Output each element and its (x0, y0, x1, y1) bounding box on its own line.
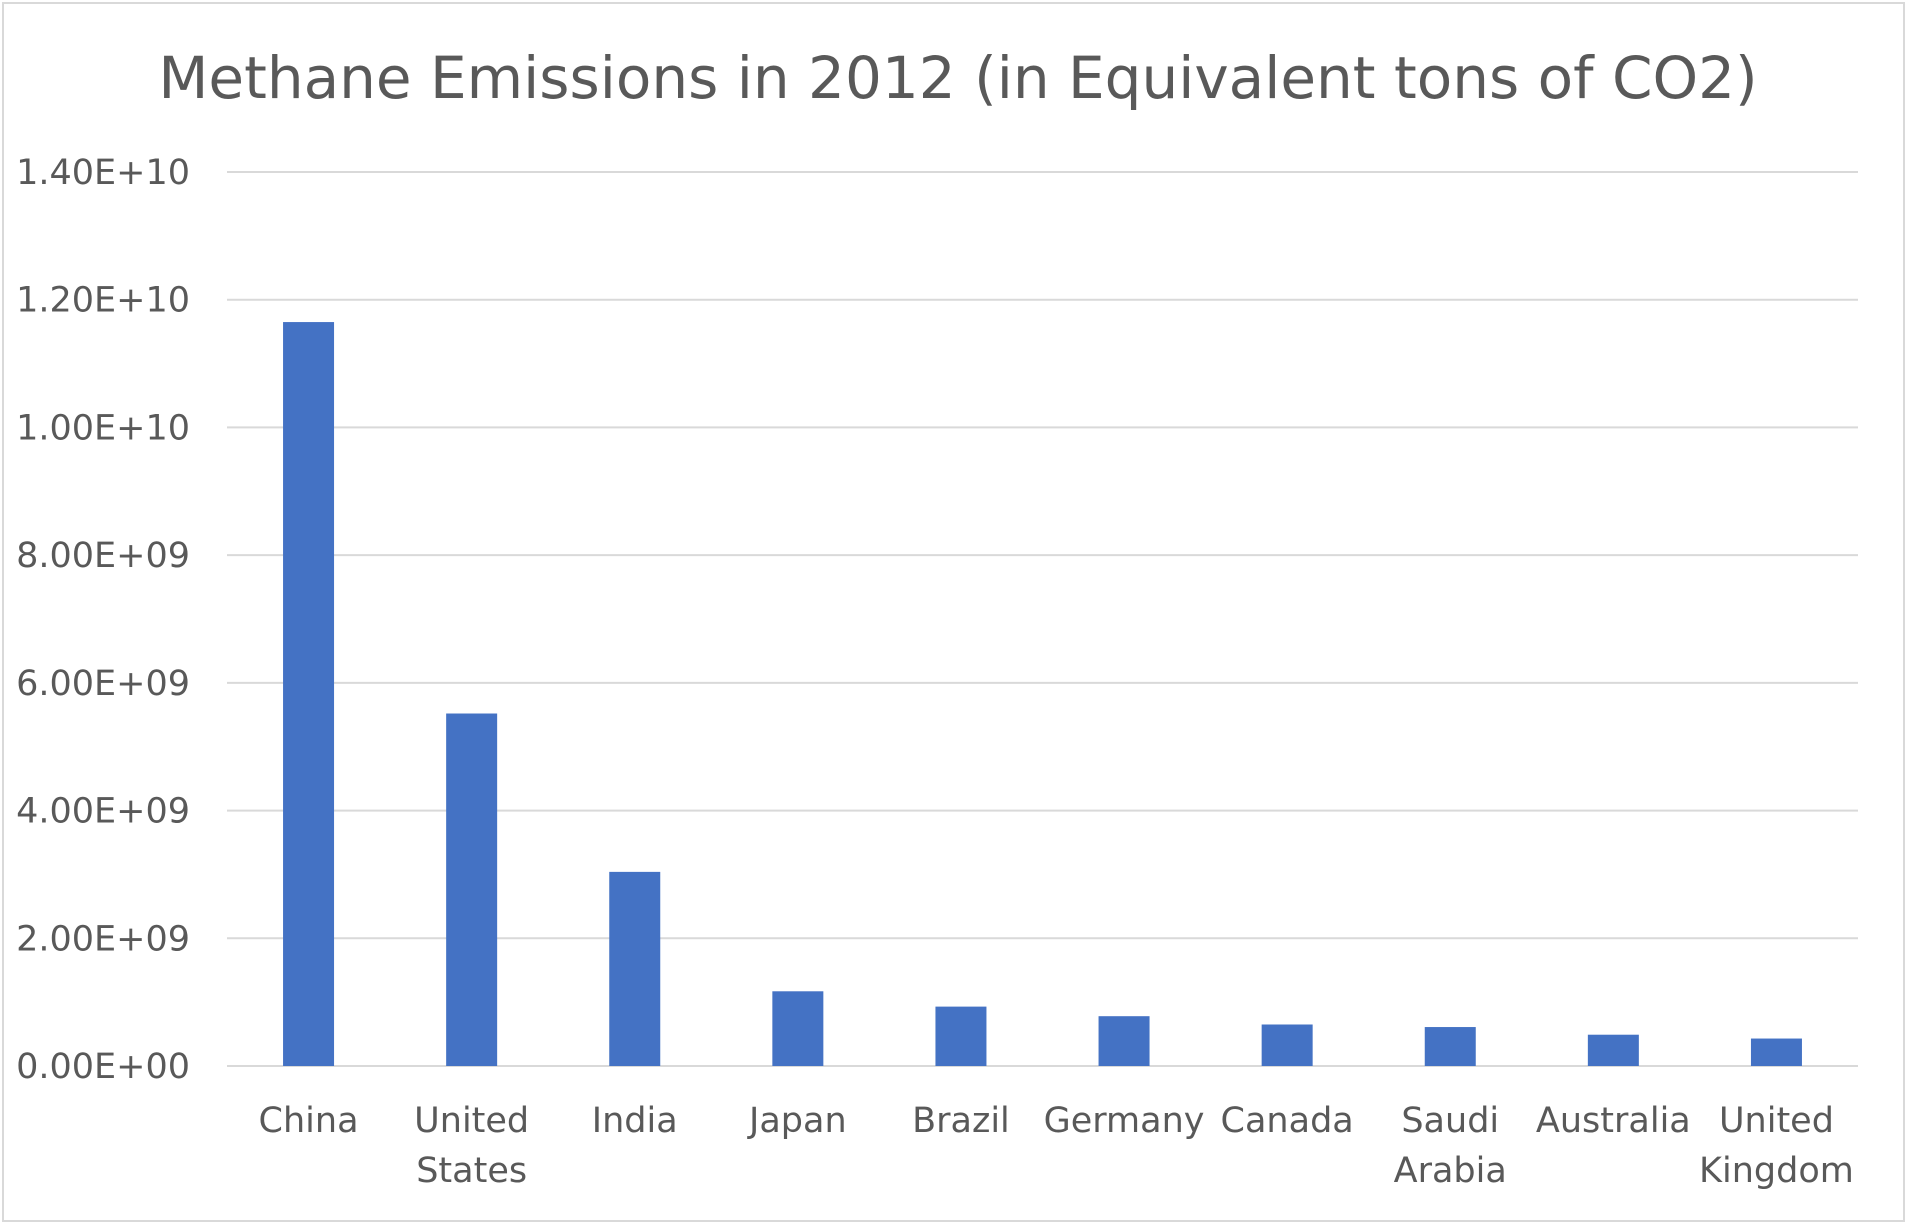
x-category-label: Canada (1221, 1101, 1354, 1141)
x-category-label: Kingdom (1699, 1151, 1854, 1191)
bar (1098, 1016, 1150, 1066)
y-tick-label: 1.20E+10 (16, 281, 190, 321)
x-category-label: India (592, 1101, 678, 1141)
x-category-label: United (1719, 1101, 1834, 1141)
bar (772, 991, 824, 1066)
x-category-label: Japan (747, 1101, 847, 1141)
bar (1587, 1034, 1639, 1066)
y-tick-label: 4.00E+09 (16, 792, 190, 832)
bar (1750, 1038, 1802, 1066)
y-tick-label: 0.00E+00 (16, 1047, 190, 1087)
x-category-label: States (416, 1151, 527, 1191)
y-axis-tick-labels: 0.00E+00 2.00E+09 4.00E+09 6.00E+09 8.00E+09… (16, 153, 190, 1087)
bar (609, 871, 661, 1066)
x-category-label: China (259, 1101, 359, 1141)
y-tick-label: 2.00E+09 (16, 919, 190, 959)
y-tick-label: 1.40E+10 (16, 153, 190, 193)
bar (283, 322, 335, 1066)
bar (1424, 1027, 1476, 1066)
bar (1261, 1024, 1313, 1066)
bar (935, 1006, 987, 1066)
y-tick-label: 6.00E+09 (16, 664, 190, 704)
x-category-label: Germany (1044, 1101, 1205, 1141)
y-tick-label: 1.00E+10 (16, 408, 190, 448)
x-axis-category-labels: China United States India Japan Brazil Germany… (259, 1101, 1854, 1191)
x-category-label: Saudi (1401, 1101, 1499, 1141)
x-category-label: Arabia (1394, 1151, 1507, 1191)
y-tick-label: 8.00E+09 (16, 536, 190, 576)
bars (283, 322, 1802, 1066)
x-category-label: Brazil (912, 1101, 1010, 1141)
chart-title: Methane Emissions in 2012 (in Equivalent… (158, 44, 1757, 112)
bar (446, 713, 498, 1066)
x-category-label: United (414, 1101, 529, 1141)
gridlines (227, 171, 1858, 1067)
x-category-label: Australia (1536, 1101, 1691, 1141)
